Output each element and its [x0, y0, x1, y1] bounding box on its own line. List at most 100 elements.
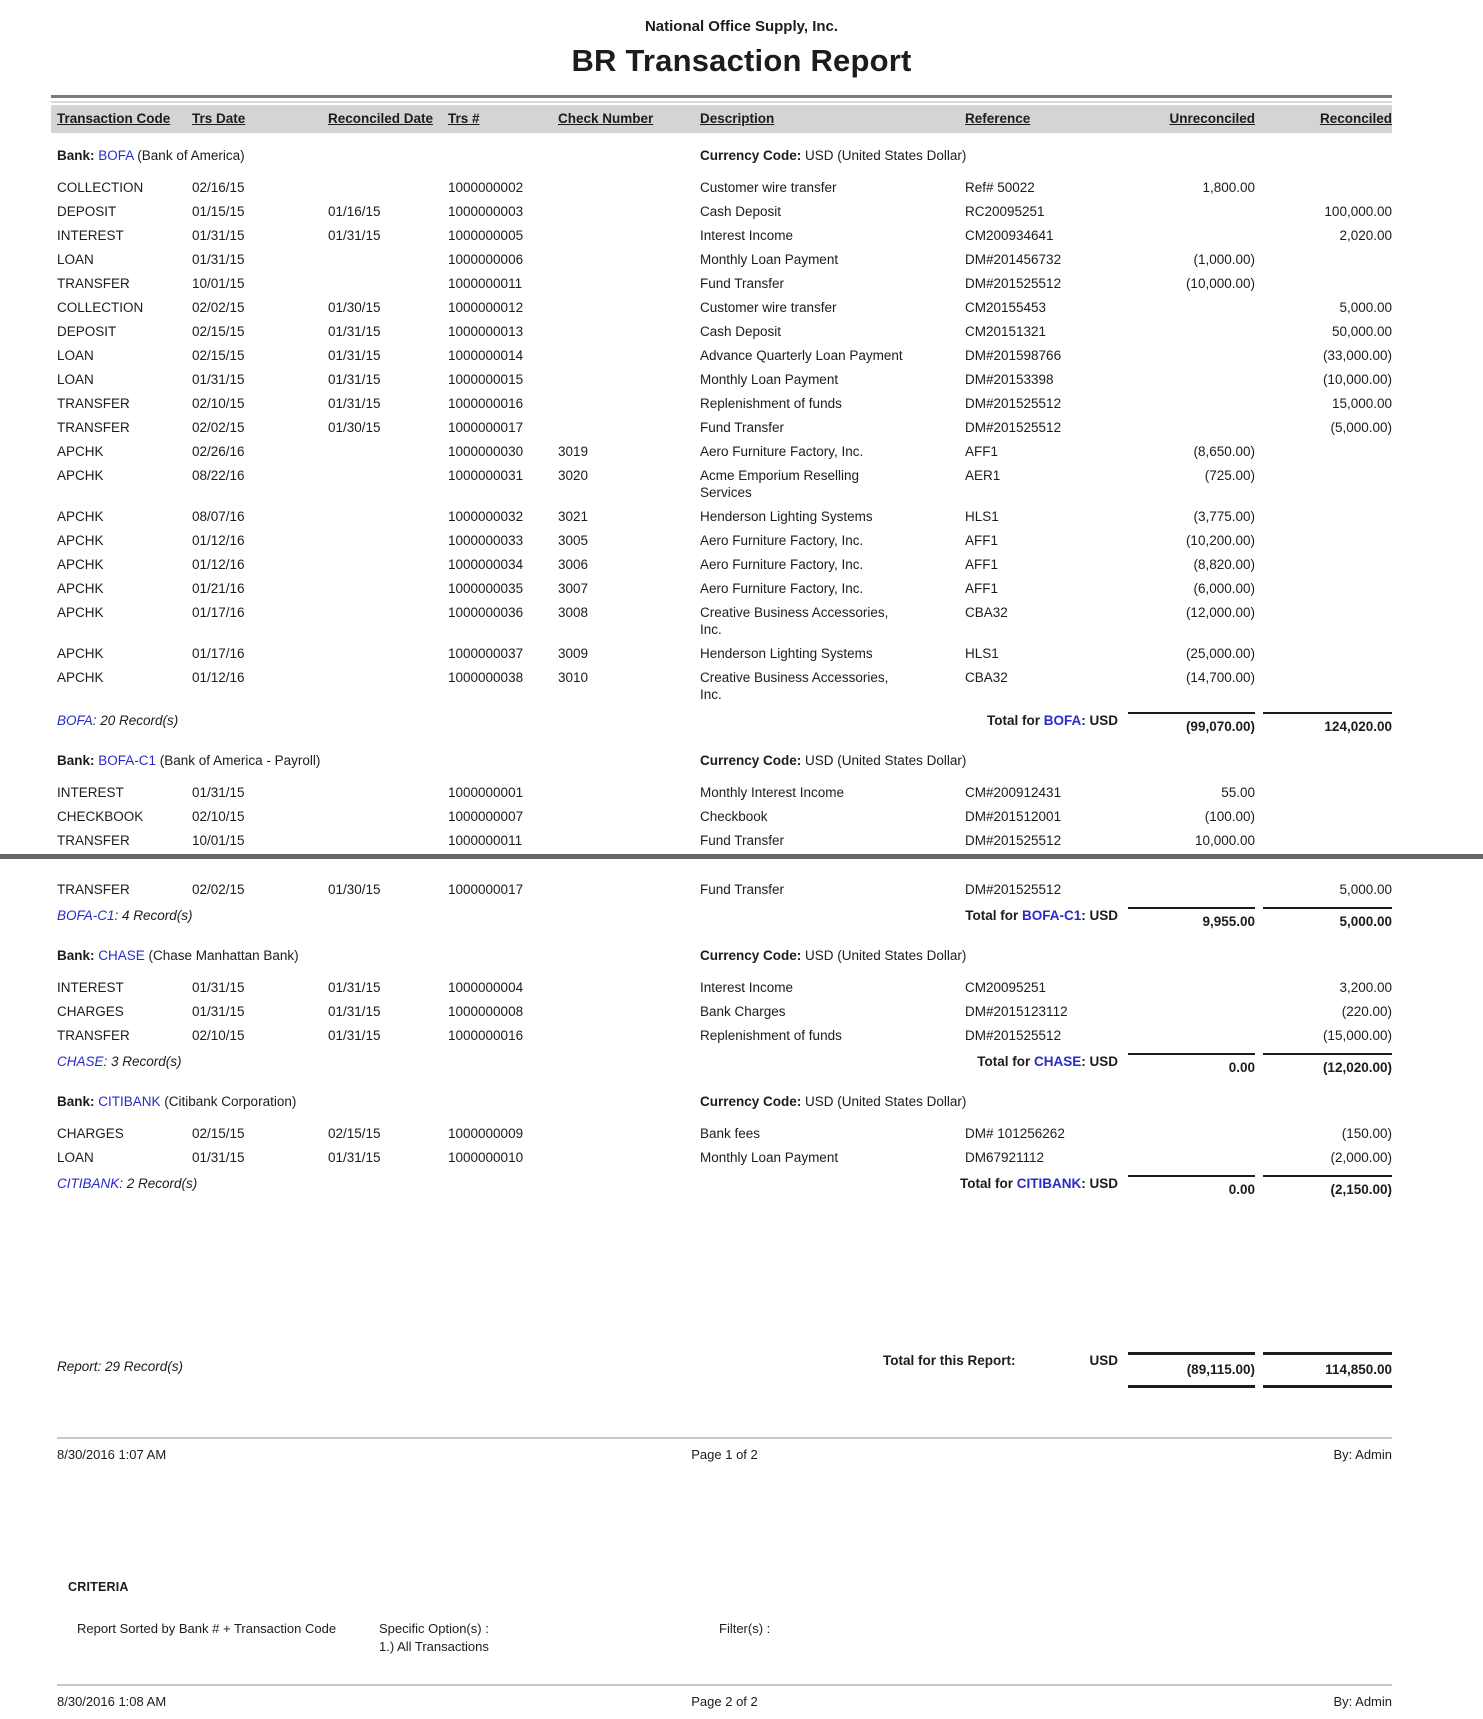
cell-description: Bank fees — [700, 1126, 761, 1141]
cell-trs-number: 1000000033 — [448, 533, 524, 548]
cell-reference: CM200934641 — [965, 228, 1054, 243]
bank-total-row: BOFA-C1: 4 Record(s) Total for BOFA-C1: … — [57, 904, 1392, 933]
cell-transaction-code: CHARGES — [57, 1126, 124, 1141]
bank-total-label: Total for CITIBANK: USD — [960, 1176, 1118, 1191]
cell-reconciled-date — [328, 467, 448, 501]
cell-unreconciled — [1120, 979, 1255, 996]
cell-reference: DM#2015123112 — [965, 1004, 1068, 1019]
report-record-count: Report: 29 Record(s) — [57, 1359, 184, 1374]
cell-trs-number: 1000000016 — [448, 1028, 524, 1043]
cell-transaction-code: LOAN — [57, 252, 94, 267]
cell-check-number: 3006 — [558, 557, 589, 572]
cell-trs-date: 02/15/15 — [192, 1126, 245, 1141]
cell-trs-date: 02/15/15 — [192, 348, 245, 363]
cell-reconciled — [1255, 604, 1392, 638]
col-unreconciled: Unreconciled — [1169, 111, 1255, 126]
transaction-row: TRANSFER 02/10/15 01/31/15 1000000016 Re… — [57, 1023, 1392, 1047]
cell-unreconciled: (100.00) — [1204, 809, 1255, 824]
cell-transaction-code: DEPOSIT — [57, 324, 117, 339]
cell-transaction-code: INTEREST — [57, 228, 124, 243]
transaction-row: DEPOSIT 02/15/15 01/31/15 1000000013 Cas… — [57, 319, 1392, 343]
cell-trs-number: 1000000038 — [448, 670, 524, 685]
page2-timestamp: 8/30/2016 1:08 AM — [57, 1694, 167, 1709]
cell-reconciled-date: 01/31/15 — [328, 1150, 381, 1165]
cell-trs-number: 1000000031 — [448, 468, 524, 483]
cell-description: Monthly Loan Payment — [700, 252, 839, 267]
cell-reconciled-date: 01/16/15 — [328, 204, 381, 219]
cell-check-number — [558, 979, 700, 996]
cell-unreconciled — [1120, 299, 1255, 316]
transaction-row: APCHK 01/12/16 1000000034 3006 Aero Furn… — [57, 552, 1392, 576]
cell-trs-number: 1000000035 — [448, 581, 524, 596]
page1-page-number: Page 1 of 2 — [691, 1447, 758, 1462]
cell-description: Aero Furniture Factory, Inc. — [700, 581, 864, 596]
cell-trs-number: 1000000011 — [448, 276, 523, 291]
bank-section: Bank: BOFA (Bank of America) Currency Co… — [0, 143, 1483, 738]
cell-reference: RC20095251 — [965, 204, 1045, 219]
transaction-row: COLLECTION 02/02/15 01/30/15 1000000012 … — [57, 295, 1392, 319]
cell-description: Creative Business Accessories, Inc. — [700, 670, 889, 702]
transaction-row: LOAN 02/15/15 01/31/15 1000000014 Advanc… — [57, 343, 1392, 367]
cell-description: Monthly Loan Payment — [700, 1150, 839, 1165]
cell-reconciled — [1255, 808, 1392, 825]
cell-check-number: 3008 — [558, 605, 589, 620]
page2-author: By: Admin — [1333, 1694, 1392, 1709]
bank-header-line: Bank: CHASE (Chase Manhattan Bank) Curre… — [57, 943, 1392, 968]
cell-unreconciled — [1120, 419, 1255, 436]
cell-reconciled-date — [328, 604, 448, 638]
bank-name: (Bank of America) — [133, 148, 245, 163]
transaction-row: CHARGES 02/15/15 02/15/15 1000000009 Ban… — [57, 1121, 1392, 1145]
cell-transaction-code: TRANSFER — [57, 420, 130, 435]
cell-reconciled-date — [328, 179, 448, 196]
cell-check-number — [558, 808, 700, 825]
cell-trs-date: 01/31/15 — [192, 252, 245, 267]
cell-unreconciled: (12,000.00) — [1185, 605, 1255, 620]
cell-reconciled-date — [328, 532, 448, 549]
cell-description: Interest Income — [700, 980, 794, 995]
currency-value: USD (United States Dollar) — [805, 753, 967, 768]
cell-reconciled — [1255, 179, 1392, 196]
cell-description: Cash Deposit — [700, 324, 782, 339]
cell-reference: HLS1 — [965, 509, 999, 524]
bank-section: Bank: BOFA-C1 (Bank of America - Payroll… — [0, 748, 1483, 933]
cell-check-number — [558, 203, 700, 220]
cell-transaction-code: LOAN — [57, 372, 94, 387]
cell-check-number — [558, 419, 700, 436]
bank-section: Bank: CHASE (Chase Manhattan Bank) Curre… — [0, 943, 1483, 1079]
bank-header-line: Bank: BOFA (Bank of America) Currency Co… — [57, 143, 1392, 168]
cell-check-number: 3021 — [558, 509, 589, 524]
cell-trs-number: 1000000001 — [448, 785, 524, 800]
cell-description: Acme Emporium Reselling Services — [700, 468, 860, 500]
currency-header: Currency Code: USD (United States Dollar… — [700, 752, 1392, 769]
cell-trs-number: 1000000011 — [448, 833, 523, 848]
cell-reconciled: 5,000.00 — [1339, 882, 1392, 897]
cell-reconciled-date: 01/31/15 — [328, 1028, 381, 1043]
cell-reference: DM67921112 — [965, 1150, 1045, 1165]
transaction-row: CHECKBOOK 02/10/15 1000000007 Checkbook … — [57, 804, 1392, 828]
cell-transaction-code: APCHK — [57, 533, 104, 548]
cell-transaction-code: INTEREST — [57, 980, 124, 995]
cell-unreconciled — [1120, 1125, 1255, 1142]
cell-description: Aero Furniture Factory, Inc. — [700, 533, 864, 548]
cell-trs-number: 1000000012 — [448, 300, 524, 315]
cell-reconciled-date — [328, 251, 448, 268]
bank-total-unreconciled: (99,070.00) — [1128, 712, 1255, 735]
cell-description: Fund Transfer — [700, 420, 785, 435]
cell-trs-number: 1000000008 — [448, 1004, 524, 1019]
cell-reference: CM20155453 — [965, 300, 1047, 315]
cell-trs-date: 01/17/16 — [192, 605, 245, 620]
cell-reference: DM#201525512 — [965, 420, 1062, 435]
cell-check-number: 3020 — [558, 468, 589, 483]
cell-reconciled-date: 01/30/15 — [328, 300, 381, 315]
cell-trs-number: 1000000013 — [448, 324, 524, 339]
cell-trs-date: 01/21/16 — [192, 581, 245, 596]
bank-header: Bank: BOFA (Bank of America) — [57, 147, 700, 164]
cell-reconciled — [1255, 580, 1392, 597]
cell-trs-date: 01/31/15 — [192, 228, 245, 243]
bank-total-reconciled: 5,000.00 — [1263, 907, 1392, 930]
transaction-row: INTEREST 01/31/15 01/31/15 1000000005 In… — [57, 223, 1392, 247]
report-total-label: Total for this Report: USD — [882, 1353, 1118, 1368]
cell-reconciled-date — [328, 275, 448, 292]
bank-header-line: Bank: BOFA-C1 (Bank of America - Payroll… — [57, 748, 1392, 773]
cell-reference: CM20151321 — [965, 324, 1047, 339]
